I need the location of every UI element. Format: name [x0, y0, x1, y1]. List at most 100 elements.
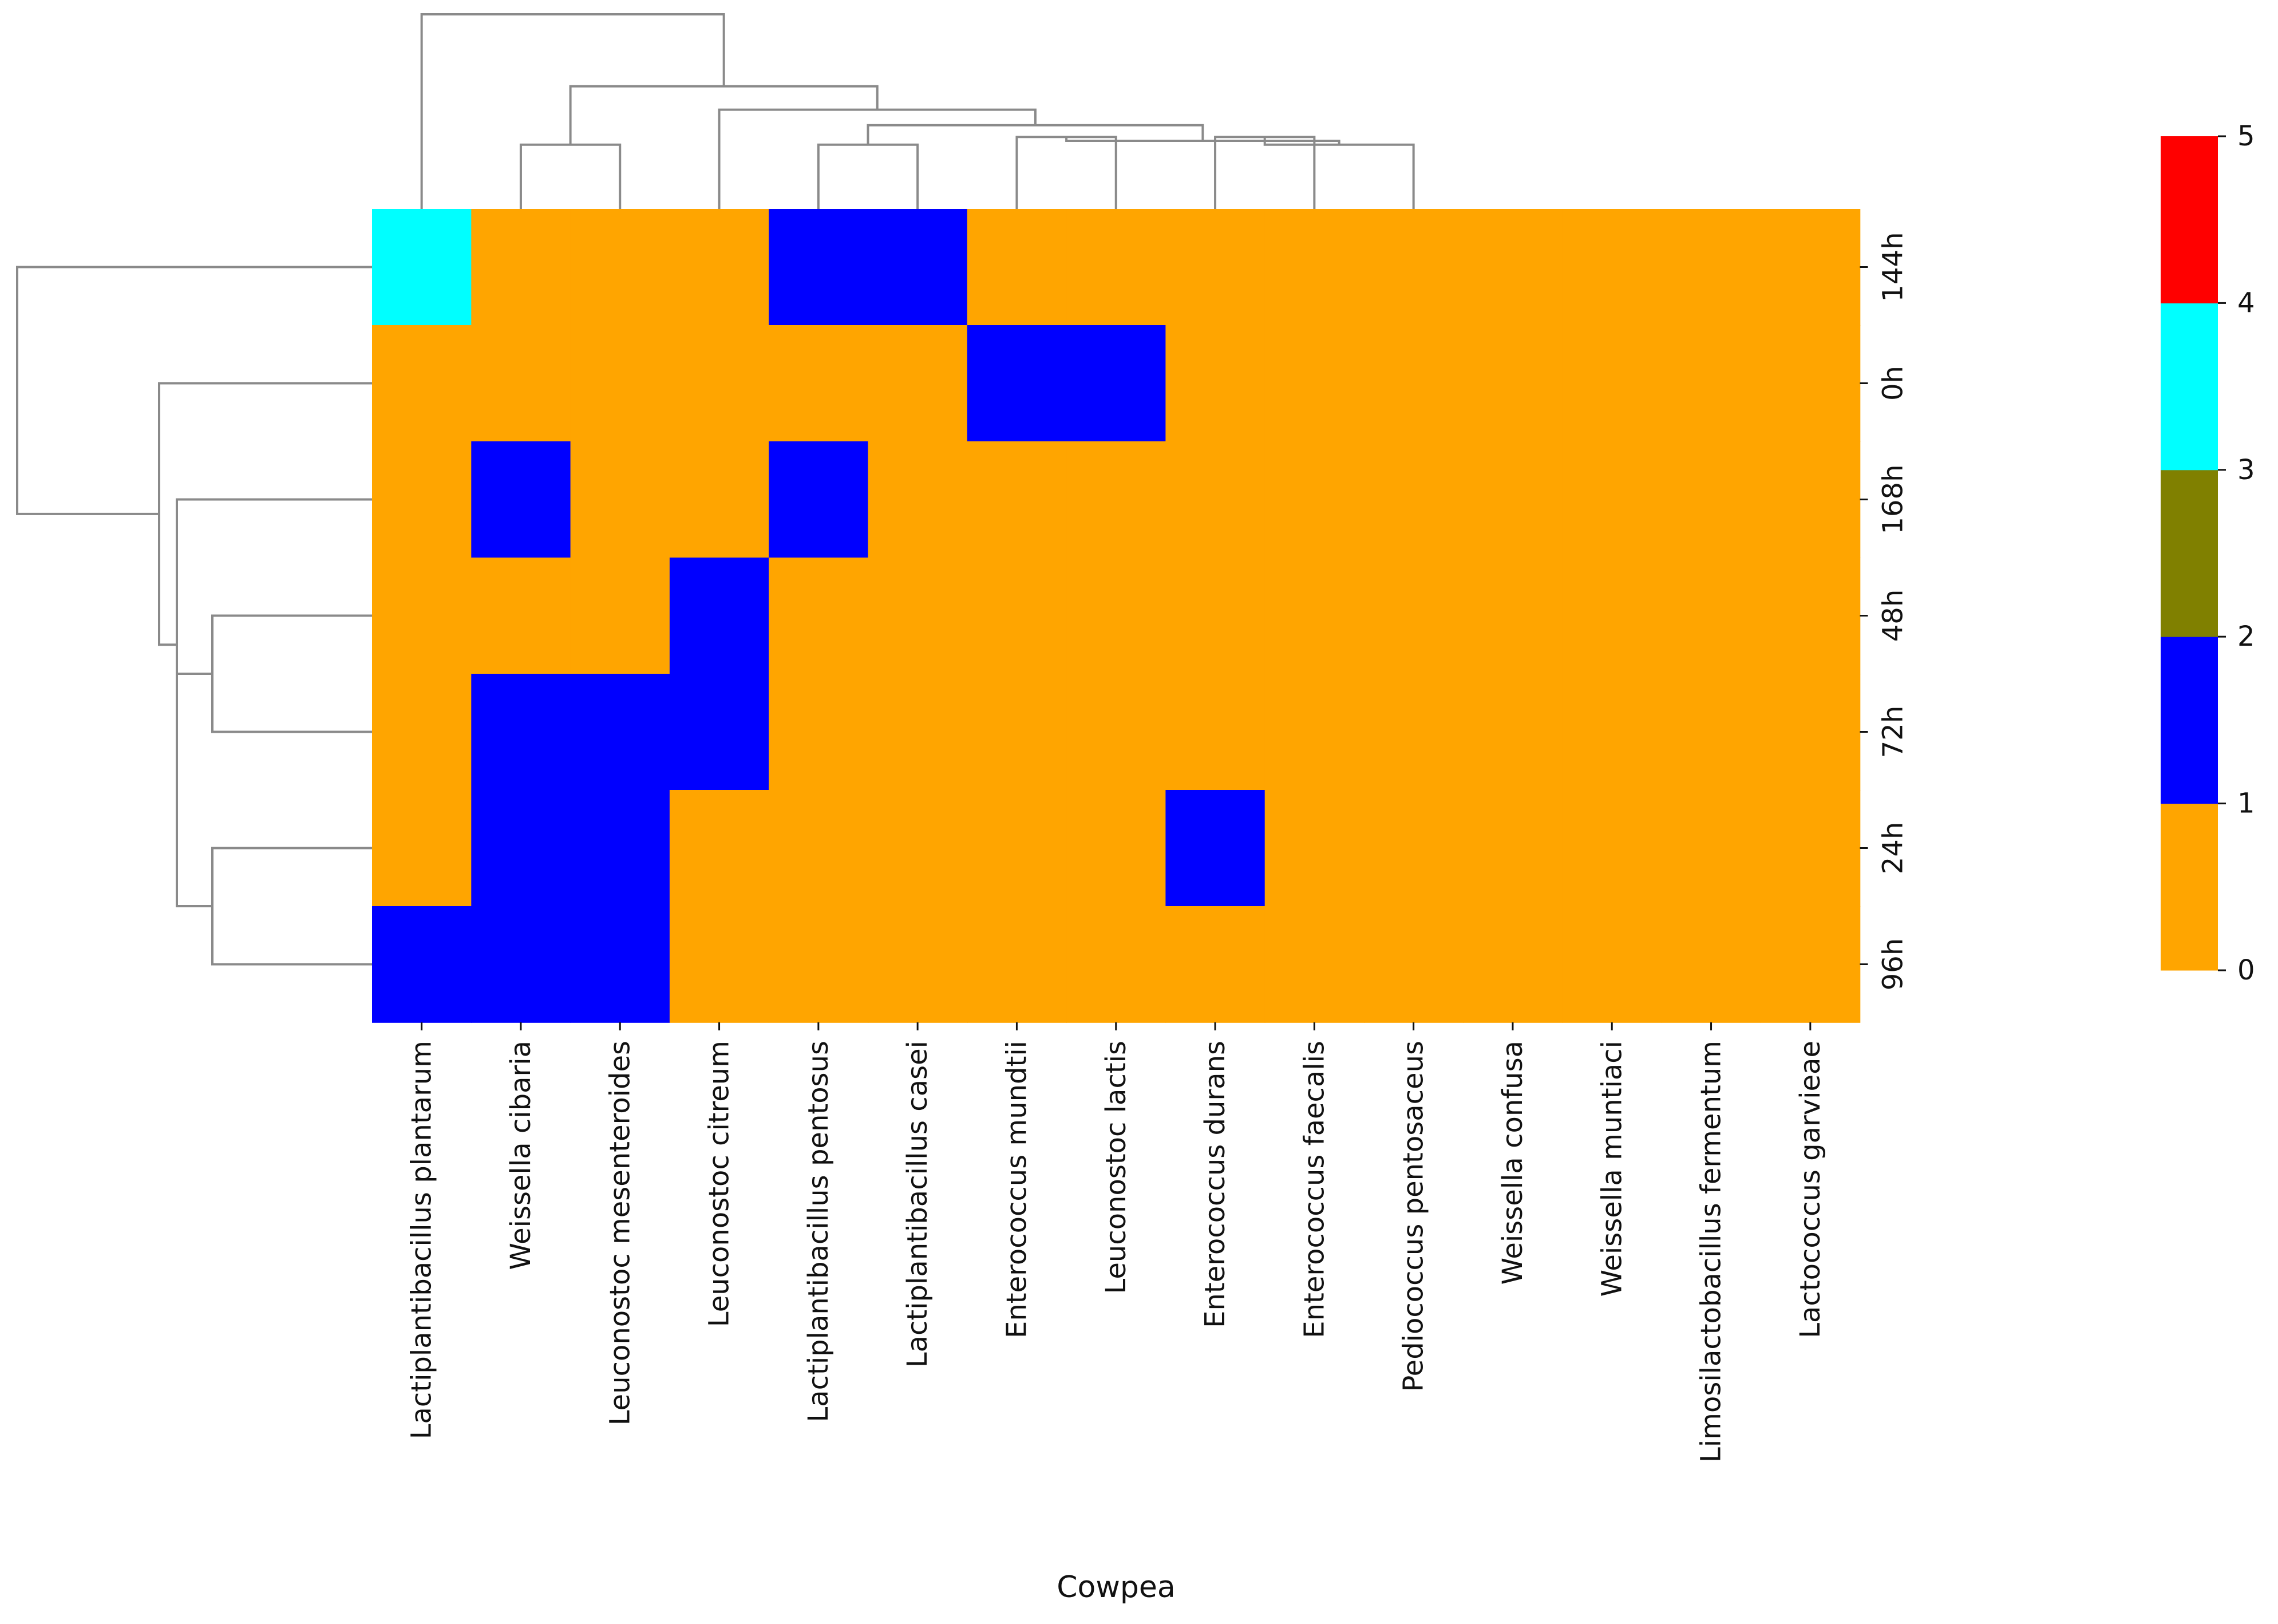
heatmap-cell: [669, 325, 769, 442]
heatmap-cell: [372, 441, 472, 558]
heatmap-cell: [1463, 674, 1563, 791]
heatmap-cell: [1661, 325, 1761, 442]
row-labels: 144h 0h 168h 48h 72h 24h 96h: [1860, 232, 1909, 990]
heatmap-cell: [1364, 209, 1464, 326]
heatmap-cell: [1661, 674, 1761, 791]
dendrogram-link: [176, 673, 212, 907]
heatmap-cell: [471, 558, 571, 674]
heatmap-cell: [769, 906, 869, 1023]
dendrogram-link: [1263, 137, 1415, 209]
dendrogram-link: [519, 143, 622, 209]
heatmap-cell: [769, 790, 869, 907]
dendrogram-link: [211, 614, 372, 733]
heatmap-cell: [1463, 441, 1563, 558]
column-label: Weissella muntiaci: [1596, 1041, 1628, 1297]
colorbar-tick-label: 4: [2237, 287, 2255, 319]
heatmap-cell: [1761, 906, 1861, 1023]
colorbar-tick-label: 1: [2237, 788, 2255, 820]
heatmap-cell: [868, 209, 968, 326]
heatmap-cell: [967, 674, 1067, 791]
heatmap-cell: [1264, 906, 1365, 1023]
heatmap-cell: [967, 790, 1067, 907]
heatmap-cell: [1264, 441, 1365, 558]
heatmap-cell: [1364, 441, 1464, 558]
column-label: Limosilactobacillus fermentum: [1695, 1041, 1727, 1463]
colorbar-tick-label: 0: [2237, 954, 2255, 986]
column-label: Leuconostoc citreum: [703, 1041, 735, 1327]
heatmap-cell: [372, 790, 472, 907]
column-dendrogram: [420, 13, 1415, 209]
column-label: Leuconostoc mesenteroides: [604, 1041, 636, 1425]
heatmap-cell: [471, 325, 571, 442]
heatmap-cell: [1066, 209, 1166, 326]
colorbar-segment: [2161, 303, 2218, 471]
heatmap-cell: [868, 674, 968, 791]
heatmap-cell: [570, 906, 670, 1023]
heatmap-cell: [1463, 325, 1563, 442]
heatmap-cell: [669, 790, 769, 907]
column-label: Enterococcus durans: [1199, 1041, 1231, 1328]
heatmap-cell: [1463, 790, 1563, 907]
heatmap-cell: [868, 558, 968, 674]
heatmap-cell: [769, 209, 869, 326]
heatmap-cell: [1761, 790, 1861, 907]
colorbar: 0 1 2 3 4 5: [2161, 120, 2255, 986]
heatmap-cell: [1562, 209, 1662, 326]
heatmap-cell: [1066, 906, 1166, 1023]
dendrogram-link: [420, 13, 725, 209]
heatmap-cell: [669, 441, 769, 558]
heatmap-cell: [1364, 325, 1464, 442]
heatmap-cell: [1562, 558, 1662, 674]
heatmap-cell: [1761, 558, 1861, 674]
heatmap-cell: [769, 325, 869, 442]
heatmap-cell: [471, 441, 571, 558]
heatmap-cell: [1463, 209, 1563, 326]
column-label: Enterococcus faecalis: [1298, 1041, 1330, 1338]
heatmap-cell: [1463, 558, 1563, 674]
row-dendrogram: [16, 266, 372, 966]
heatmap-cell: [1066, 558, 1166, 674]
dendrogram-link: [16, 266, 372, 515]
column-label: Weissella cibaria: [505, 1041, 537, 1270]
dendrogram-link: [569, 85, 879, 145]
heatmap-cell: [967, 441, 1067, 558]
heatmap-cell: [1761, 674, 1861, 791]
heatmap-cell: [1661, 558, 1761, 674]
row-label: 168h: [1877, 464, 1909, 534]
heatmap-cell: [1562, 441, 1662, 558]
heatmap-cell: [570, 674, 670, 791]
heatmap-cell: [1364, 906, 1464, 1023]
heatmap-cell: [1364, 674, 1464, 791]
column-label: Enterococcus mundtii: [1000, 1041, 1033, 1338]
row-label: 0h: [1877, 366, 1909, 401]
x-axis-title: Cowpea: [1057, 1570, 1176, 1605]
heatmap-cell: [1661, 790, 1761, 907]
colorbar-segment: [2161, 469, 2218, 637]
colorbar-tick-label: 3: [2237, 454, 2255, 486]
dendrogram-link: [176, 498, 372, 790]
heatmap-cell: [1463, 906, 1563, 1023]
heatmap-cell: [669, 209, 769, 326]
heatmap-cell: [1066, 790, 1166, 907]
heatmap-cell: [372, 325, 472, 442]
heatmap-cell: [868, 790, 968, 907]
row-label: 144h: [1877, 232, 1909, 302]
heatmap-cell: [967, 558, 1067, 674]
heatmap-cell: [1761, 209, 1861, 326]
heatmap-cell: [570, 209, 670, 326]
heatmap-cell: [1364, 558, 1464, 674]
heatmap-cell: [967, 906, 1067, 1023]
dendrogram-link: [1214, 136, 1316, 209]
heatmap-cell: [372, 674, 472, 791]
heatmap-cell: [1066, 325, 1166, 442]
heatmap-cell: [1364, 790, 1464, 907]
heatmap-cell: [570, 441, 670, 558]
row-label: 48h: [1877, 590, 1909, 642]
heatmap-cell: [570, 325, 670, 442]
heatmap-cell: [471, 209, 571, 326]
heatmap-cell: [967, 325, 1067, 442]
row-label: 96h: [1877, 938, 1909, 991]
dendrogram-link: [211, 847, 372, 966]
heatmap-cell: [1761, 325, 1861, 442]
